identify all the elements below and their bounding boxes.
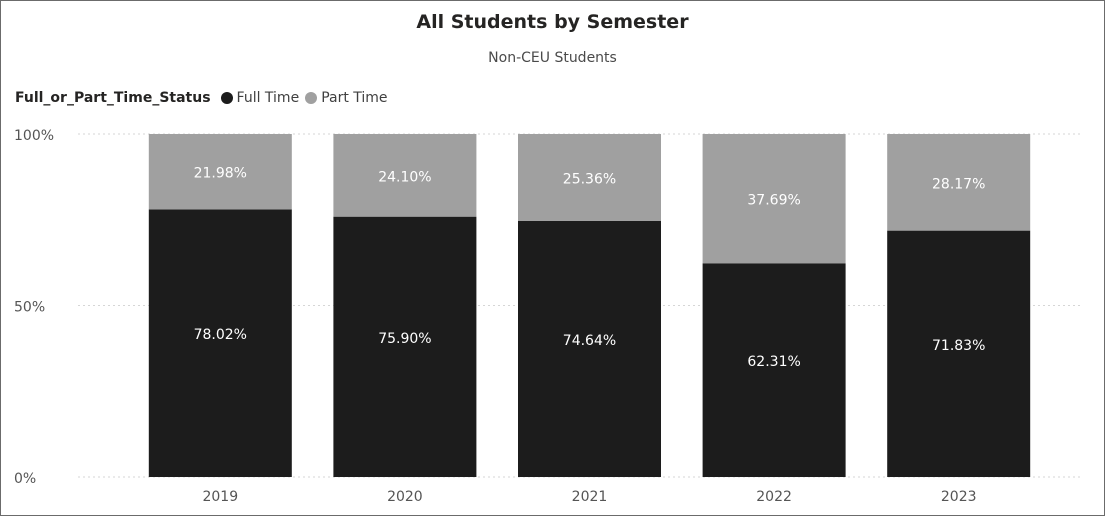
data-label: 71.83% [932,338,985,354]
bar-part-time-2021 [518,134,661,221]
chart-subtitle: Non-CEU Students [488,50,617,66]
bar-part-time-2023 [887,134,1031,231]
x-tick-label: 2023 [941,489,977,505]
data-label: 62.31% [747,354,800,370]
bar-full-time-2023 [887,230,1031,477]
data-label: 28.17% [932,176,985,192]
bar-part-time-2020 [333,134,477,217]
bar-full-time-2019 [148,209,292,477]
legend-item-part-time[interactable]: Part Time [305,90,388,106]
bars [148,134,1031,477]
bar-part-time-2019 [148,134,292,210]
data-label: 75.90% [378,331,431,347]
legend: Full_or_Part_Time_Status Full Time Part … [15,90,394,106]
data-label: 21.98% [194,166,247,182]
legend-title: Full_or_Part_Time_Status [15,90,211,106]
legend-marker-full-time [220,92,233,104]
data-label: 74.64% [563,333,616,349]
data-labels: 78.02% 21.98% 75.90% 24.10% 74.64% 25.36% 62.3… [194,166,986,370]
y-tick-label: 0% [14,471,36,487]
y-tick-label: 100% [14,128,54,144]
data-label: 78.02% [194,327,247,343]
bar-full-time-2022 [702,263,846,477]
x-tick-label: 2022 [756,489,792,505]
x-tick-label: 2020 [387,489,423,505]
legend-label-part-time: Part Time [321,90,388,106]
chart-title: All Students by Semester [416,11,689,33]
data-label: 25.36% [563,171,616,187]
bar-part-time-2022 [702,134,846,264]
bar-full-time-2020 [333,216,477,477]
x-tick-label: 2021 [572,489,608,505]
y-axis: 0% 50% 100% [14,128,54,487]
data-label: 24.10% [378,169,431,185]
data-label: 37.69% [747,193,800,209]
bar-full-time-2021 [518,220,661,477]
legend-label-full-time: Full Time [236,90,300,106]
legend-marker-part-time [305,92,318,104]
legend-item-full-time[interactable]: Full Time [220,90,300,106]
y-tick-label: 50% [14,300,45,316]
x-tick-label: 2019 [202,489,238,505]
x-axis: 2019 2020 2021 2022 2023 [202,489,976,505]
